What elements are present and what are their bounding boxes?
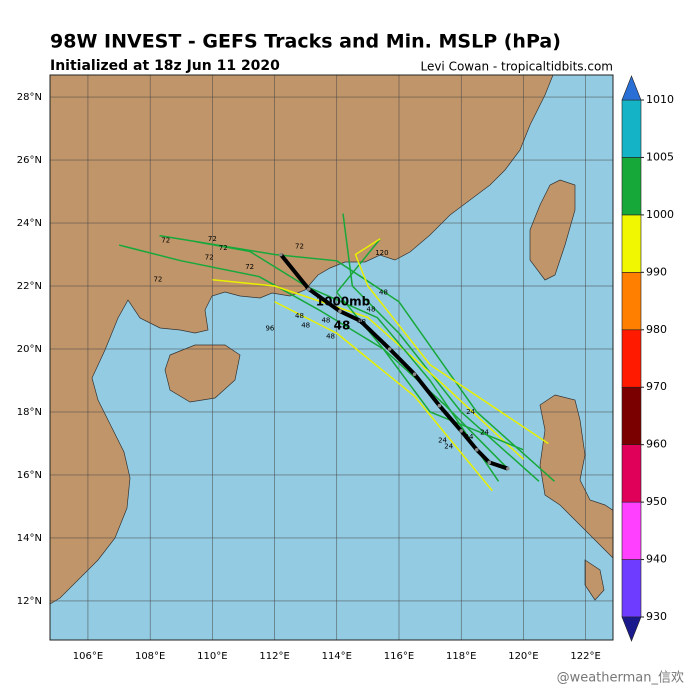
ensemble-track — [354, 238, 549, 445]
colorbar-label: 1000 — [646, 208, 674, 221]
mean-track-point — [306, 287, 311, 291]
colorbar-segment — [621, 99, 642, 158]
pressure-annotation: 1000mb — [316, 295, 371, 309]
colorbar-extend-high — [621, 75, 642, 101]
hour-label: 72 — [161, 236, 170, 244]
hour-label: 48 — [357, 318, 366, 326]
lon-label: 118°E — [446, 651, 476, 662]
hour-label: 48 — [295, 312, 304, 320]
mean-track-point — [387, 347, 392, 351]
mean-track-point — [358, 318, 362, 323]
colorbar-segment — [621, 444, 642, 503]
colorbar-label: 1010 — [646, 93, 674, 106]
hour-label: 48 — [301, 321, 310, 329]
lat-label: 24°N — [17, 218, 42, 229]
watermark: @weatherman_信欢 — [557, 671, 684, 686]
mean-track-point — [487, 460, 492, 465]
hour-label: 24 — [480, 428, 489, 436]
hour-label: 96 — [265, 325, 274, 333]
colorbar-segment — [621, 559, 642, 618]
colorbar-label: 930 — [646, 610, 667, 623]
colorbar-label: 1005 — [646, 150, 674, 163]
hour-label: 48 — [367, 306, 376, 314]
lat-label: 28°N — [17, 92, 42, 103]
lon-label: 112°E — [259, 651, 289, 662]
title: 98W INVEST - GEFS Tracks and Min. MSLP (… — [50, 31, 561, 53]
hour-label: 48 — [326, 332, 335, 340]
lon-label: 114°E — [322, 651, 352, 662]
colorbar-label: 940 — [646, 553, 667, 566]
colorbar-label: 990 — [646, 265, 667, 278]
hour-label: 72 — [219, 244, 228, 252]
hour-label: 24 — [466, 408, 475, 416]
colorbar-extend-low — [621, 616, 642, 642]
hour-label: 72 — [153, 276, 162, 284]
hour-label: 48 — [321, 317, 330, 325]
ensemble-track — [118, 244, 509, 470]
colorbar-label: 960 — [646, 438, 667, 451]
colorbar-segment — [621, 272, 642, 331]
hour-label: 120 — [375, 249, 388, 257]
mean-track-point — [412, 372, 417, 376]
luzon — [539, 394, 613, 559]
mean-track-point — [338, 309, 342, 314]
hour-label: 24 — [444, 443, 453, 451]
lon-label: 106°E — [73, 651, 103, 662]
hour-labels: 72 72727272727212048964848484848482424242… — [153, 235, 489, 451]
colorbar-label: 980 — [646, 323, 667, 336]
colorbar-segment — [621, 386, 642, 445]
hour-label: 72 — [205, 254, 214, 262]
colorbar-label: 970 — [646, 380, 667, 393]
hour-label: 72 — [295, 243, 304, 251]
colorbar-label: 950 — [646, 495, 667, 508]
lat-label: 12°N — [17, 596, 42, 607]
mean-track-point — [474, 447, 479, 452]
grid — [50, 75, 613, 640]
taiwan — [529, 179, 576, 281]
lat-label: 16°N — [17, 470, 42, 481]
mean-track-point — [459, 429, 464, 433]
ensemble-track — [159, 234, 556, 482]
lat-label: 20°N — [17, 344, 42, 355]
ensemble-track — [196, 241, 500, 482]
colorbar-segment — [621, 214, 642, 273]
hour-label: 24 — [438, 436, 447, 444]
hour-label: 72 — [245, 263, 254, 271]
lat-label: 18°N — [17, 407, 42, 418]
mindoro — [584, 559, 605, 601]
lat-label: 14°N — [17, 533, 42, 544]
hour-label: 24 — [465, 433, 474, 441]
axes: 106°E 108°E 110°E 112°E 114°E 116°E 118°E 120°E… — [17, 92, 601, 662]
subtitle: Initialized at 18z Jun 11 2020 — [50, 58, 280, 74]
hainan — [164, 344, 241, 403]
lon-label: 116°E — [384, 651, 414, 662]
lat-label: 26°N — [17, 155, 42, 166]
lon-label: 108°E — [135, 651, 165, 662]
mainland — [50, 75, 554, 605]
colorbar-segment — [621, 329, 642, 388]
mean-track-point — [506, 466, 510, 471]
mean-track-point — [278, 252, 283, 257]
ensemble-track — [274, 301, 493, 492]
hour-annotation: 48 — [334, 319, 351, 333]
lon-label: 122°E — [570, 651, 600, 662]
tracks — [118, 213, 556, 492]
hour-label: 72 — [208, 235, 217, 243]
credit: Levi Cowan - tropicaltidbits.com — [420, 60, 613, 74]
ensemble-track — [212, 278, 524, 460]
mean-track-point — [437, 403, 442, 408]
colorbar: 930 940 950 960 970 980 990 1000 1005 1010 — [621, 75, 674, 642]
lat-label: 22°N — [17, 281, 42, 292]
ensemble-track — [336, 238, 524, 451]
lon-label: 110°E — [197, 651, 227, 662]
map-area: 72 72727272727212048964848484848482424242… — [50, 75, 613, 640]
colorbar-segment — [621, 157, 642, 216]
colorbar-segment — [621, 501, 642, 560]
map-frame — [49, 74, 614, 641]
lon-label: 120°E — [508, 651, 538, 662]
hour-label: 48 — [379, 288, 388, 296]
